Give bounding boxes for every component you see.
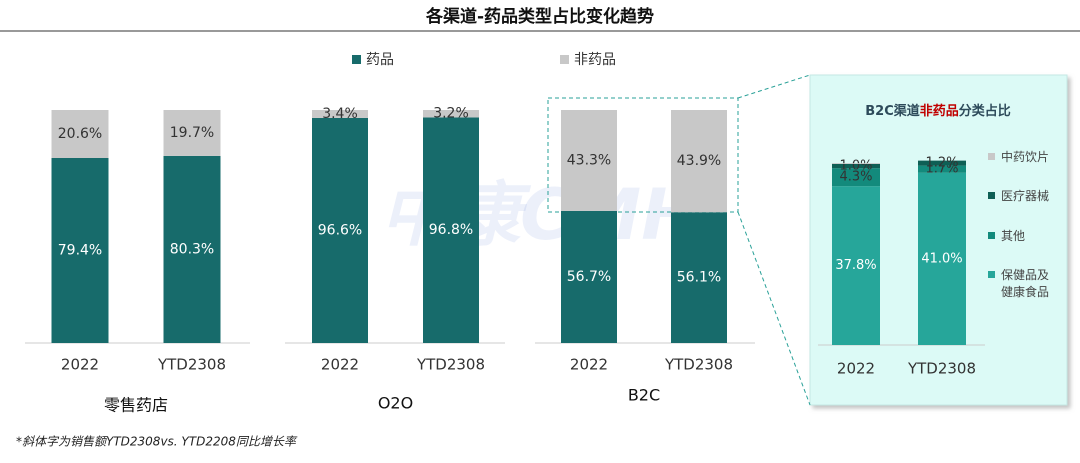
data-label: 4.3%: [839, 170, 872, 185]
data-label: 96.8%: [429, 222, 473, 238]
bar-segment: [423, 117, 479, 344]
x-tick-label: 2022: [570, 356, 608, 374]
legend-item: 其他: [988, 228, 1053, 245]
x-tick-label: YTD2308: [416, 356, 485, 374]
bar-segment: [918, 160, 966, 166]
bar-segment: [832, 168, 880, 187]
bar-segment: [671, 212, 727, 343]
legend-marker: [988, 153, 995, 160]
x-tick-label: YTD2308: [907, 360, 976, 378]
data-label: 79.4%: [58, 242, 102, 258]
data-label: 1.2%: [925, 156, 958, 171]
data-label: 41.0%: [921, 251, 962, 266]
legend-item: 保健品及健康食品: [988, 267, 1053, 301]
bar-segment: [918, 172, 966, 345]
bar-segment: [51, 110, 109, 158]
legend-item: 中药饮片: [988, 149, 1053, 166]
chart-title: B2C: [628, 386, 660, 405]
legend-label: 非药品: [574, 52, 616, 68]
legend-label: 药品: [366, 52, 394, 68]
data-label: 37.8%: [835, 258, 876, 273]
data-label: 56.7%: [567, 269, 611, 285]
data-label: 43.3%: [567, 152, 611, 168]
connector: [737, 211, 811, 406]
bar-segment: [561, 110, 617, 211]
data-label: 20.6%: [58, 126, 102, 142]
chart-title-part: 非药品: [920, 103, 959, 119]
bar-segment: [312, 110, 368, 118]
bar-segment: [918, 165, 966, 173]
x-tick-label: 2022: [321, 356, 359, 374]
legend-marker: [988, 192, 995, 199]
chart-title: O2O: [378, 394, 413, 413]
page-title: 各渠道-药品类型占比变化趋势: [425, 6, 654, 27]
chart-title: B2C渠道非药品分类占比: [865, 103, 1011, 119]
footnote: *斜体字为销售额YTD2308vs. YTD2208同比增长率: [16, 435, 298, 449]
bar-segment: [312, 117, 368, 343]
bar-segment: [163, 110, 221, 156]
highlight-box: [547, 97, 739, 213]
legend-label: 其他: [1001, 229, 1026, 243]
legend-marker: [988, 232, 995, 239]
legend-marker: [560, 55, 569, 64]
bar-segment: [561, 210, 617, 343]
chart-title: 零售药店: [104, 396, 168, 415]
bar-segment: [671, 110, 727, 213]
bar-segment: [832, 163, 880, 164]
data-label: 1.0%: [839, 159, 872, 174]
legend-label: 医疗器械: [1001, 189, 1050, 203]
data-label: 3.2%: [433, 106, 469, 122]
x-tick-label: 2022: [61, 356, 99, 374]
legend-item: 医疗器械: [988, 188, 1053, 205]
x-tick-label: YTD2308: [157, 356, 226, 374]
data-label: 43.9%: [677, 153, 721, 169]
chart-title-part: B2C渠道: [865, 103, 920, 119]
bar-segment: [163, 155, 221, 343]
bar-segment: [832, 186, 880, 345]
data-label: 80.3%: [170, 241, 214, 257]
data-label: 96.6%: [318, 222, 362, 238]
x-tick-label: YTD2308: [664, 356, 733, 374]
legend-marker: [352, 55, 361, 64]
connector: [737, 74, 811, 99]
legend-label: 保健品及健康食品: [1001, 268, 1050, 299]
bar-segment: [51, 157, 109, 343]
x-tick-label: 2022: [837, 360, 875, 378]
legend-label: 中药饮片: [1001, 150, 1050, 164]
data-label: 19.7%: [170, 125, 214, 141]
data-label: 3.4%: [322, 106, 358, 122]
bar-segment: [423, 110, 479, 118]
bar-segment: [832, 163, 880, 169]
chart-title-part: 分类占比: [959, 103, 1011, 119]
legend-marker: [988, 271, 995, 278]
data-label: 56.1%: [677, 270, 721, 286]
